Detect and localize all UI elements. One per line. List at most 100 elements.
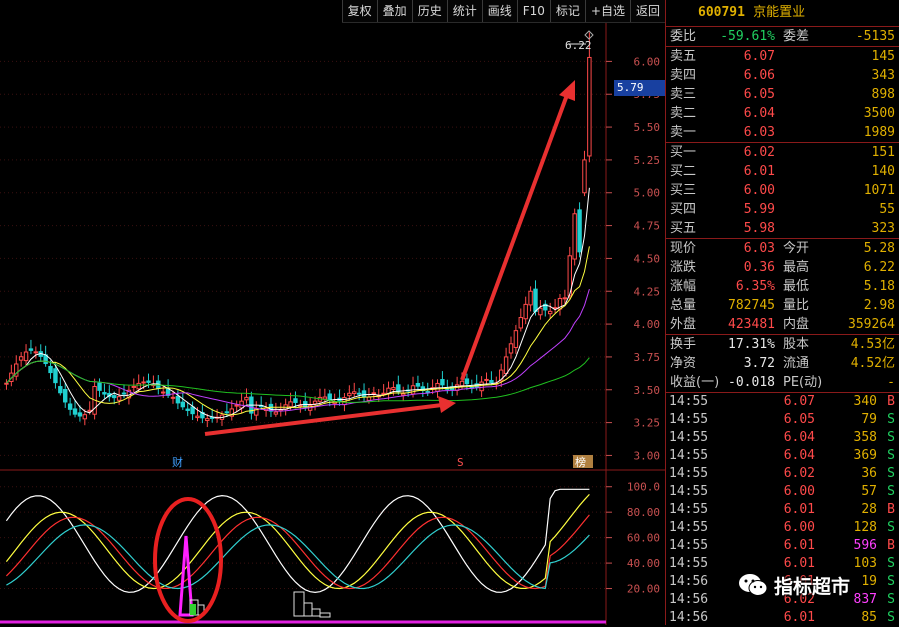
quote-row: 涨幅 6.35% 最低 5.18 <box>666 277 899 296</box>
tick-volume: 57 <box>861 484 877 499</box>
tick-row[interactable]: 14:55 6.01 103 S <box>666 555 899 573</box>
tick-direction: B <box>887 394 895 409</box>
stock-header: 600791 京能置业 <box>666 0 899 27</box>
tick-volume: 85 <box>861 610 877 625</box>
candle-body <box>146 380 151 383</box>
candle-body <box>28 348 34 351</box>
quote-value-2: 359264 <box>848 317 895 332</box>
candle-body <box>77 412 83 417</box>
ask-row: 卖四 6.06 343 <box>666 66 899 85</box>
toolbar-button-8[interactable]: 返回 <box>629 0 665 22</box>
tick-row[interactable]: 14:55 6.04 358 S <box>666 429 899 447</box>
fund-value-2: 4.53亿 <box>850 337 895 352</box>
osc-histogram-bar <box>293 591 305 617</box>
kline-chart[interactable]: 6.005.755.505.255.004.754.504.254.003.75… <box>0 0 665 625</box>
row-price: 6.04 <box>743 106 775 121</box>
row-price: 6.06 <box>743 68 775 83</box>
row-price: 6.03 <box>743 125 775 140</box>
tick-row[interactable]: 14:55 6.00 128 S <box>666 519 899 537</box>
candle-body <box>479 381 484 392</box>
tick-volume: 596 <box>853 538 877 553</box>
candle-body <box>356 392 362 395</box>
toolbar-button-0[interactable]: 复权 <box>341 0 377 22</box>
candle-body <box>582 159 587 194</box>
candle-body <box>175 395 181 404</box>
quote-value-2: 6.22 <box>863 260 895 275</box>
row-volume: 145 <box>871 49 895 64</box>
row-label: 卖四 <box>670 68 697 83</box>
quote-label: 现价 <box>670 241 697 256</box>
tick-row[interactable]: 14:55 6.00 57 S <box>666 483 899 501</box>
ask-row: 卖三 6.05 898 <box>666 85 899 104</box>
toolbar: 复权 叠加 历史 统计 画线 F10 标记 +自选 返回 <box>341 0 665 23</box>
candle-body <box>67 403 73 410</box>
toolbar-button-7[interactable]: +自选 <box>584 0 630 22</box>
row-price: 6.07 <box>743 49 775 64</box>
candle-body <box>195 415 200 419</box>
toolbar-button-1[interactable]: 叠加 <box>376 0 412 22</box>
osc-k-line <box>5 488 590 594</box>
toolbar-button-5[interactable]: F10 <box>516 0 550 22</box>
quote-value-2: 5.28 <box>863 241 895 256</box>
tick-row[interactable]: 14:55 6.01 596 B <box>666 537 899 555</box>
toolbar-button-6[interactable]: 标记 <box>549 0 585 22</box>
tick-volume: 28 <box>861 502 877 517</box>
tick-row[interactable]: 14:55 6.04 369 S <box>666 447 899 465</box>
candle-body <box>234 404 239 407</box>
tick-row[interactable]: 14:55 6.05 79 S <box>666 411 899 429</box>
tick-time: 14:55 <box>669 520 709 535</box>
candle-body <box>361 390 367 398</box>
tick-row[interactable]: 14:56 6.02 837 S <box>666 591 899 609</box>
candle-body <box>489 379 494 384</box>
candle-body <box>562 297 568 300</box>
tick-direction: B <box>887 538 895 553</box>
toolbar-button-3[interactable]: 统计 <box>446 0 482 22</box>
tick-row[interactable]: 14:55 6.07 340 B <box>666 393 899 411</box>
fund-label: 换手 <box>670 337 697 352</box>
stock-code: 600791 <box>698 5 745 20</box>
osc-green-bar <box>190 604 196 615</box>
ma10-line <box>6 246 590 416</box>
quote-label: 涨幅 <box>670 279 697 294</box>
toolbar-button-4[interactable]: 画线 <box>481 0 517 22</box>
kline-chart-area[interactable]: 6.005.755.505.255.004.754.504.254.003.75… <box>0 0 667 625</box>
tick-row[interactable]: 14:55 6.01 28 B <box>666 501 899 519</box>
bang-marker-bg <box>573 455 593 468</box>
tick-row[interactable]: 14:56 6.01 19 S <box>666 573 899 591</box>
fundamental-row: 净资 3.72 流通 4.52亿 <box>666 354 899 373</box>
ma60-line <box>6 357 590 403</box>
ma5-line <box>6 187 590 419</box>
candle-body <box>273 411 279 415</box>
row-label: 卖二 <box>670 106 697 121</box>
tick-row[interactable]: 14:56 6.01 85 S <box>666 609 899 627</box>
price-axis-label: 3.00 <box>634 449 661 462</box>
stock-name: 京能置业 <box>753 5 806 20</box>
tick-direction: S <box>887 574 895 589</box>
candle-body <box>244 396 249 401</box>
tick-list[interactable]: 14:55 6.07 340 B 14:55 6.05 79 S 14:55 6.04 358 S 14… <box>666 393 899 627</box>
toolbar-button-2[interactable]: 历史 <box>411 0 447 22</box>
quote-label: 总量 <box>670 298 697 313</box>
osc-histogram-bar <box>303 602 313 617</box>
quote-value-2: 2.98 <box>863 298 895 313</box>
price-axis-label: 3.75 <box>634 351 661 364</box>
tick-row[interactable]: 14:55 6.02 36 S <box>666 465 899 483</box>
tick-direction: S <box>887 556 895 571</box>
row-label: 卖三 <box>670 87 697 102</box>
watermark: 指标超市 <box>738 568 850 602</box>
tick-price: 6.04 <box>783 448 815 463</box>
candle-body <box>391 387 396 390</box>
event-marker-cai: 财 <box>172 455 183 469</box>
candle-body <box>533 288 538 312</box>
price-axis-label: 4.25 <box>634 285 661 298</box>
candle-body <box>312 400 318 405</box>
fund-value: -0.018 <box>728 375 775 390</box>
candle-body <box>322 396 328 400</box>
current-price-tag: 5.79 <box>614 80 667 96</box>
tick-price: 6.01 <box>783 556 815 571</box>
quote-label-2: 量比 <box>783 298 810 313</box>
diamond-marker <box>584 30 594 40</box>
candle-body <box>209 416 215 419</box>
quote-value: 782745 <box>728 298 775 313</box>
row-volume: 151 <box>871 145 895 160</box>
